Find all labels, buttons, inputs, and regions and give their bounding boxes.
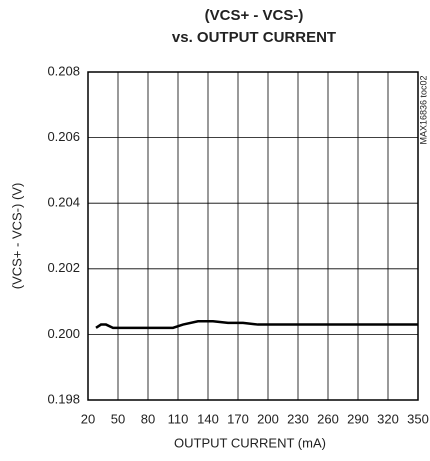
plot-frame	[87, 71, 419, 401]
x-axis-label: OUTPUT CURRENT (mA)	[174, 435, 326, 450]
chart-title: vs. OUTPUT CURRENT	[172, 29, 336, 46]
y-tick-label: 0.198	[47, 391, 80, 406]
y-tick-label: 0.208	[47, 63, 80, 78]
x-tick-label: 20	[81, 411, 95, 426]
annotation: MAX16836 toc02	[418, 75, 428, 144]
x-tick-label: 290	[347, 411, 369, 426]
x-tick-label: 50	[111, 411, 125, 426]
x-tick-label: 80	[141, 411, 155, 426]
x-tick-label: 350	[407, 411, 429, 426]
x-tick-label: 230	[287, 411, 309, 426]
x-tick-label: 320	[377, 411, 399, 426]
y-tick-label: 0.204	[47, 195, 80, 210]
x-tick-label: 260	[317, 411, 339, 426]
y-tick-label: 0.206	[47, 129, 80, 144]
y-tick-label: 0.202	[47, 260, 80, 275]
x-tick-label: 140	[197, 411, 219, 426]
y-tick-label: 0.200	[47, 326, 80, 341]
x-tick-label: 200	[257, 411, 279, 426]
x-tick-label: 170	[227, 411, 249, 426]
x-tick-label: 110	[168, 411, 189, 426]
data-line	[95, 320, 418, 330]
y-axis-label: (VCS+ - VCS-) (V)	[9, 183, 24, 290]
chart-title: (VCS+ - VCS-)	[205, 7, 304, 24]
